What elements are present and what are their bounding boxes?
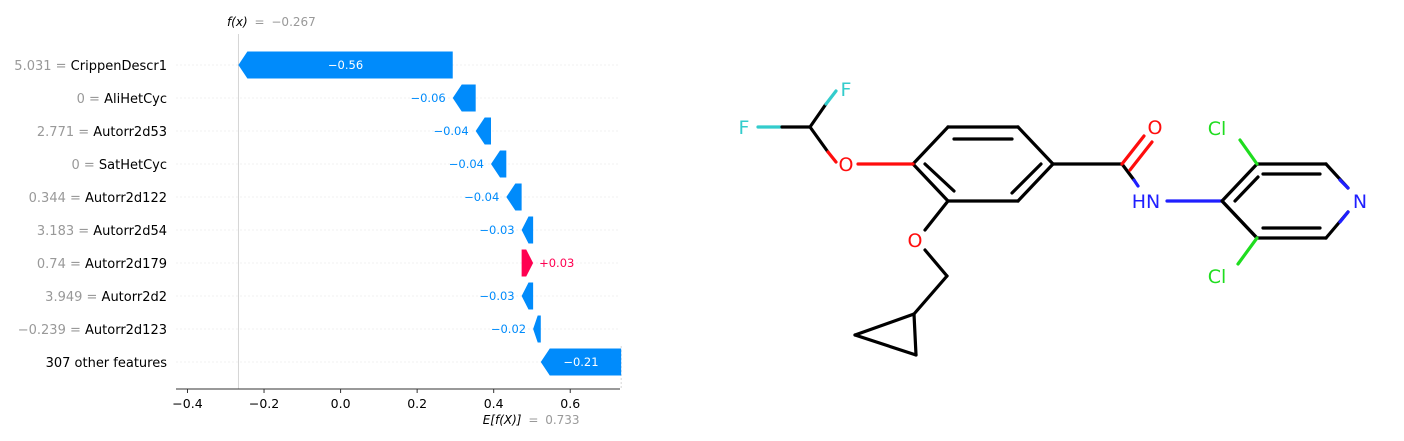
feature-label: 0.74 = Autorr2d179	[37, 257, 167, 272]
x-axis: −0.4 −0.2 0.0 0.2 0.4 0.6	[172, 388, 620, 411]
bar-value-label: −0.03	[479, 289, 514, 303]
feature-label: 0 = SatHetCyc	[71, 158, 167, 173]
feature-value: 0 =	[77, 92, 104, 107]
x-tick-label: 0.2	[407, 396, 427, 411]
feature-value: 3.949 =	[45, 290, 101, 305]
feature-name: SatHetCyc	[99, 158, 167, 173]
atom-o: O	[1148, 117, 1163, 139]
atom-o: O	[839, 154, 854, 176]
feature-label: 5.031 = CrippenDescr1	[14, 59, 167, 74]
feature-name: Autorr2d122	[85, 191, 167, 206]
bar-value-label: −0.04	[464, 190, 499, 204]
ex-label: E[f(X)]	[483, 413, 522, 427]
bar-alihetcyc	[452, 84, 476, 112]
ex-value: 0.733	[545, 413, 579, 427]
bar-value-label: −0.02	[491, 322, 526, 336]
shap-waterfall-chart: −0.56 −0.06 −0.04 −0.04 −0.04 −0.03 +0.03 −0.03…	[14, 15, 622, 427]
atom-nh: HN	[1132, 191, 1161, 213]
fx-annotation: f(x) = −0.267	[227, 15, 316, 29]
bar-value-label: −0.56	[328, 58, 363, 72]
feature-value: 5.031 =	[14, 59, 70, 74]
bar-autorr2d53	[475, 117, 492, 145]
atom-cl: Cl	[1208, 266, 1227, 288]
feature-name: Autorr2d54	[93, 224, 167, 239]
x-tick-label: −0.2	[249, 396, 279, 411]
bar-autorr2d2	[521, 282, 534, 310]
molecule-hetero-bonds	[756, 89, 1350, 266]
feature-label: 0.344 = Autorr2d122	[29, 191, 167, 206]
bar-value-label: −0.04	[449, 157, 484, 171]
bar-value-label: −0.03	[479, 223, 514, 237]
bar-value-label: +0.03	[539, 256, 574, 270]
bars-group: −0.56 −0.06 −0.04 −0.04 −0.04 −0.03 +0.03 −0.03…	[238, 51, 622, 376]
feature-label: 307 other features	[46, 356, 168, 371]
bar-autorr2d122	[506, 183, 522, 211]
feature-label: −0.239 = Autorr2d123	[18, 323, 167, 338]
molecule-structure: F F O O O HN N Cl Cl	[739, 79, 1368, 357]
feature-name: Autorr2d123	[85, 323, 167, 338]
feature-value: 0 =	[71, 158, 98, 173]
bar-autorr2d179	[521, 249, 534, 277]
feature-value: 0.74 =	[37, 257, 85, 272]
feature-name: Autorr2d2	[102, 290, 167, 305]
bar-autorr2d54	[521, 216, 534, 244]
feature-labels-group: 5.031 = CrippenDescr1 0 = AliHetCyc 2.771 …	[14, 59, 167, 371]
atom-n: N	[1353, 191, 1367, 213]
atom-f: F	[739, 117, 750, 139]
feature-value: −0.239 =	[18, 323, 85, 338]
atom-f: F	[841, 79, 852, 101]
atom-cl: Cl	[1208, 118, 1227, 140]
expected-value-annotation: E[f(X)] = 0.733	[483, 413, 580, 427]
feature-label: 3.183 = Autorr2d54	[37, 224, 167, 239]
feature-value: 0.344 =	[29, 191, 85, 206]
bar-autorr2d123	[533, 315, 541, 343]
bar-307-other-features	[540, 348, 622, 376]
feature-name: AliHetCyc	[104, 92, 167, 107]
row-gridlines	[176, 64, 620, 363]
feature-name: Autorr2d53	[93, 125, 167, 140]
bar-sathetcyc	[491, 150, 507, 178]
x-tick-label: 0.4	[484, 396, 504, 411]
atom-o: O	[908, 230, 923, 252]
bar-crippendescr1	[238, 51, 453, 79]
molecule-atom-labels: F F O O O HN N Cl Cl	[739, 79, 1368, 288]
feature-label: 2.771 = Autorr2d53	[37, 125, 167, 140]
feature-name: CrippenDescr1	[71, 59, 167, 74]
feature-name: 307 other features	[46, 356, 168, 371]
feature-label: 3.949 = Autorr2d2	[45, 290, 167, 305]
feature-value: 2.771 =	[37, 125, 93, 140]
x-tick-label: 0.0	[331, 396, 351, 411]
bar-value-label: −0.21	[563, 355, 598, 369]
feature-label: 0 = AliHetCyc	[77, 92, 167, 107]
fx-label: f(x)	[227, 15, 248, 29]
x-tick-label: 0.6	[560, 396, 580, 411]
feature-name: Autorr2d179	[85, 257, 167, 272]
bar-value-label: −0.04	[433, 124, 468, 138]
bar-value-label: −0.06	[410, 91, 445, 105]
fx-value: −0.267	[271, 15, 315, 29]
x-tick-label: −0.4	[172, 396, 202, 411]
feature-value: 3.183 =	[37, 224, 93, 239]
molecule-bonds	[808, 102, 1350, 357]
